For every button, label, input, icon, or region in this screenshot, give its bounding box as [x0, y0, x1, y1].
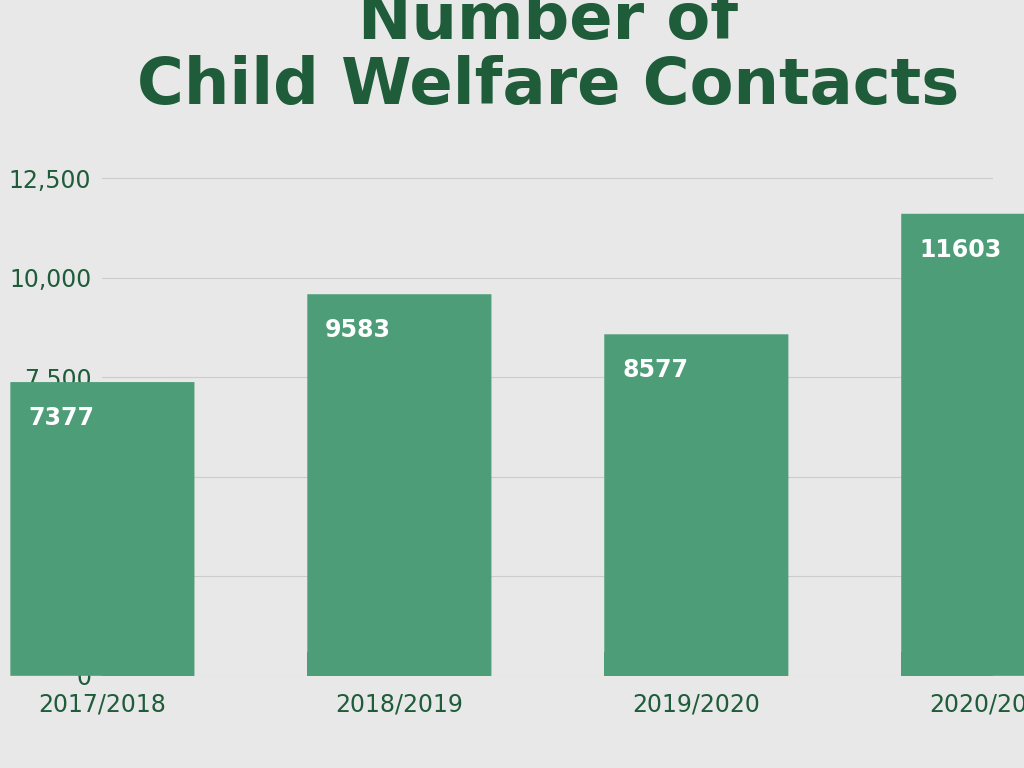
FancyBboxPatch shape: [10, 382, 195, 676]
Text: 9583: 9583: [326, 318, 391, 342]
Text: 7377: 7377: [29, 406, 94, 430]
Bar: [307, 652, 492, 676]
FancyBboxPatch shape: [604, 334, 788, 676]
Text: 11603: 11603: [920, 237, 1001, 262]
Text: 8577: 8577: [622, 358, 688, 382]
Title: Number of
Child Welfare Contacts: Number of Child Welfare Contacts: [137, 0, 958, 117]
Bar: [604, 652, 788, 676]
FancyBboxPatch shape: [307, 294, 492, 676]
Bar: [901, 652, 1024, 676]
FancyBboxPatch shape: [901, 214, 1024, 676]
Bar: [10, 652, 195, 676]
